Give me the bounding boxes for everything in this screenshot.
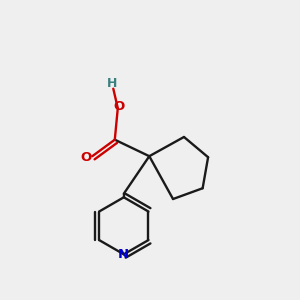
Text: O: O (80, 151, 91, 164)
Text: N: N (118, 248, 129, 261)
Text: O: O (113, 100, 124, 113)
Text: H: H (106, 77, 117, 90)
